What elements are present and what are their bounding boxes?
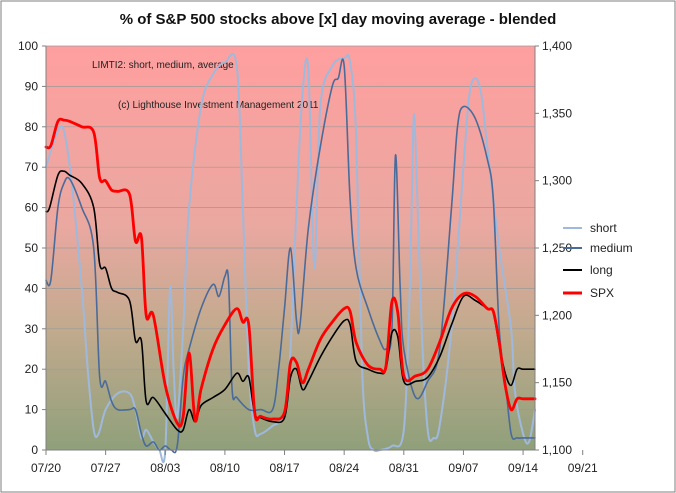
x-ticks: 07/20 07/27 08/03 08/10 08/17 08/24 08/31 09/07… [31, 450, 598, 475]
y-left-tick-label: 30 [25, 322, 39, 336]
y-left-tick-label: 70 [25, 160, 39, 174]
y-left-tick-label: 100 [18, 39, 38, 53]
y-right-tick-label: 1,150 [542, 376, 572, 390]
y-left-tick-label: 90 [25, 79, 39, 93]
y-right-tick-label: 1,100 [542, 443, 572, 457]
legend: short medium long SPX [563, 221, 633, 300]
legend-label-short: short [590, 221, 617, 235]
series-line-medium [45, 58, 536, 454]
legend-label-spx: SPX [590, 286, 614, 300]
y-right-tick-label: 1,350 [542, 106, 572, 120]
y-right-tick-label: 1,250 [542, 241, 572, 255]
chart-title: % of S&P 500 stocks above [x] day moving… [120, 11, 557, 28]
x-tick-label: 08/24 [329, 461, 359, 475]
y-left-tick-label: 0 [31, 443, 38, 457]
x-tick-label: 09/14 [508, 461, 538, 475]
y-left-tick-label: 10 [25, 403, 39, 417]
x-tick-label: 08/17 [270, 461, 300, 475]
x-tick-label: 07/20 [31, 461, 61, 475]
series-line-long [45, 170, 536, 433]
x-tick-label: 08/31 [389, 461, 419, 475]
y-right-tick-label: 1,200 [542, 308, 572, 322]
y-left-tick-label: 80 [25, 120, 39, 134]
y-right-ticks: 1,100 1,150 1,200 1,250 1,300 1,350 1,400 [535, 39, 572, 457]
annotation-copyright: (c) Lighthouse Investment Management 201… [118, 100, 319, 111]
x-tick-label: 07/27 [91, 461, 121, 475]
x-tick-label: 08/03 [150, 461, 180, 475]
grid [46, 45, 535, 410]
x-tick-label: 09/07 [448, 461, 478, 475]
legend-label-medium: medium [590, 241, 633, 255]
y-left-tick-label: 50 [25, 241, 39, 255]
y-left-tick-label: 40 [25, 281, 39, 295]
y-left-tick-label: 60 [25, 201, 39, 215]
annotation-limti: LIMTI2: short, medium, average [92, 60, 234, 71]
y-left-tick-label: 20 [25, 362, 39, 376]
y-right-tick-label: 1,300 [542, 174, 572, 188]
y-right-tick-label: 1,400 [542, 39, 572, 53]
x-tick-label: 08/10 [210, 461, 240, 475]
x-tick-label: 09/21 [568, 461, 598, 475]
series-group [44, 52, 537, 464]
legend-label-long: long [590, 263, 613, 277]
series-line-spx [44, 117, 537, 428]
y-left-ticks: 0 10 20 30 40 50 60 70 80 90 100 [18, 39, 46, 457]
